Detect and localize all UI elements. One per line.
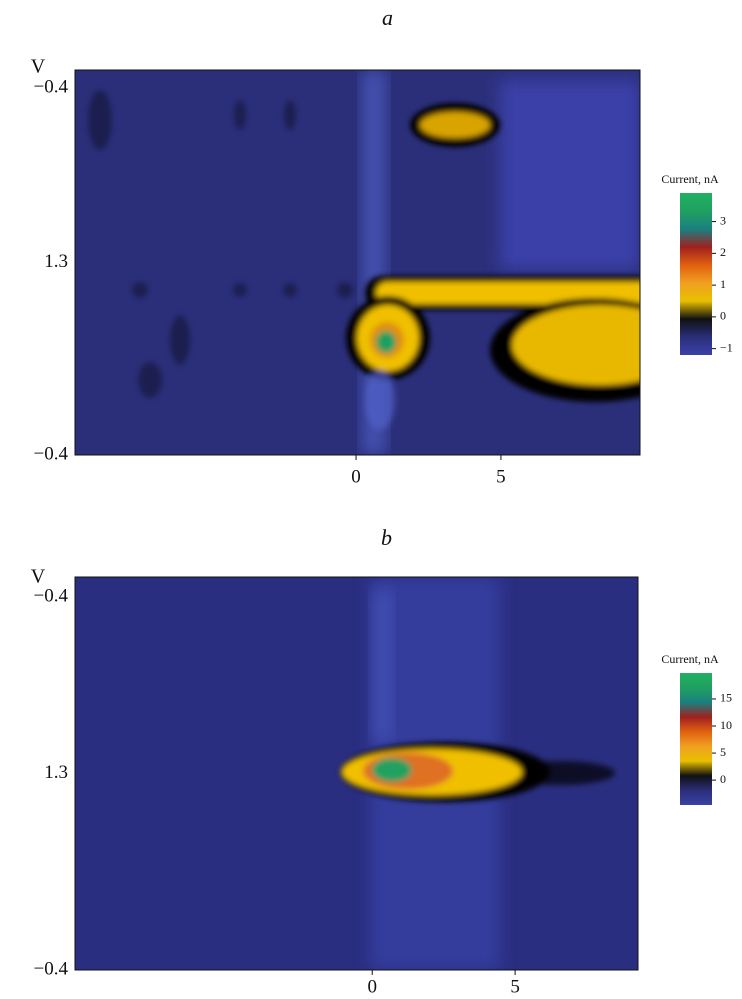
y-tick-label: −0.4	[34, 585, 69, 606]
y-tick-label: −0.4	[34, 443, 69, 464]
colorbar-tick-label: 3	[720, 213, 726, 227]
heatmap-a	[75, 70, 640, 455]
y-tick-label: 1.3	[44, 762, 68, 783]
colorbar-title: Current, nA	[661, 172, 719, 186]
panel-label: b	[381, 525, 392, 550]
heatmap-features	[346, 103, 640, 430]
colorbar-tick-label: −1	[720, 340, 733, 354]
colorbar-tick-label: 0	[720, 772, 726, 786]
heatmap-specks	[88, 90, 353, 398]
colorbar	[680, 193, 712, 355]
colorbar-tick-label: 2	[720, 245, 726, 259]
colorbar-tick-label: 15	[720, 691, 732, 705]
x-tick-label: 5	[496, 466, 506, 487]
heatmap-region	[500, 80, 640, 270]
panel-label: a	[382, 5, 393, 30]
colorbar-tick-label: 1	[720, 277, 726, 291]
colorbar-tick-label: 0	[720, 309, 726, 323]
y-axis-label: V	[31, 566, 46, 588]
colorbar-tick-label: 5	[720, 745, 726, 759]
x-tick-label: 0	[351, 466, 361, 487]
plot-frame	[74, 69, 641, 456]
x-tick-label: 5	[510, 976, 520, 997]
heatmap-features	[340, 742, 615, 802]
plot-frame	[74, 576, 639, 971]
colorbar	[680, 673, 712, 805]
x-tick-label: 0	[367, 976, 377, 997]
y-tick-label: 1.3	[44, 251, 68, 272]
heatmap-b	[75, 577, 638, 970]
heatmap-stripe	[372, 590, 392, 740]
y-tick-label: −0.4	[34, 958, 69, 979]
y-tick-label: −0.4	[34, 76, 69, 97]
colorbar-title: Current, nA	[661, 652, 719, 666]
colorbar-tick-label: 10	[720, 718, 732, 732]
y-axis-label: V	[31, 56, 46, 78]
